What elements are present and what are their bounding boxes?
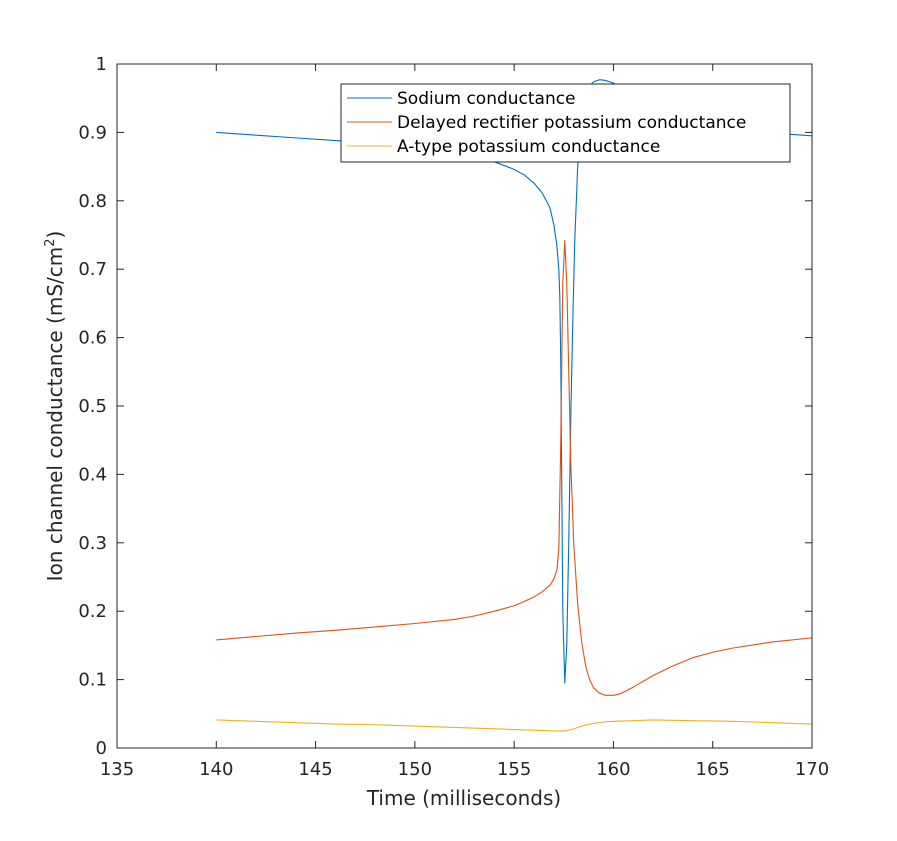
legend-label-delayed-rectifier: Delayed rectifier potassium conductance [397, 113, 746, 133]
x-axis-label: Time (milliseconds) [366, 786, 561, 810]
x-tick-label: 140 [199, 759, 233, 780]
y-tick-label: 0.3 [78, 533, 107, 554]
x-tick-label: 150 [398, 759, 432, 780]
y-tick-label: 1 [96, 54, 107, 75]
x-tick-label: 165 [696, 759, 730, 780]
y-axis-label: Ion channel conductance (mS/cm2) [43, 231, 67, 582]
y-tick-label: 0.4 [78, 464, 107, 485]
legend-label-a-type: A-type potassium conductance [397, 137, 660, 157]
a-type-potassium-line [216, 719, 812, 732]
y-tick-label: 0.8 [78, 191, 107, 212]
y-tick-label: 0.7 [78, 259, 107, 280]
x-tick-label: 170 [795, 759, 829, 780]
y-tick-label: 0.2 [78, 601, 107, 622]
x-tick-label: 135 [100, 759, 134, 780]
y-tick-label: 0.9 [78, 122, 107, 143]
y-tick-label: 0.5 [78, 396, 107, 417]
x-tick-label: 155 [497, 759, 531, 780]
legend: Sodium conductance Delayed rectifier pot… [340, 83, 791, 163]
x-tick-label: 160 [596, 759, 630, 780]
x-tick-label: 145 [298, 759, 332, 780]
y-axis-label-close: ) [43, 231, 67, 239]
y-tick-label: 0.1 [78, 670, 107, 691]
legend-box [340, 83, 791, 163]
y-axis-label-main: Ion channel conductance (mS/cm [43, 247, 67, 582]
y-tick-label: 0 [96, 738, 107, 759]
y-tick-label: 0.6 [78, 328, 107, 349]
y-axis-label-superscript: 2 [43, 238, 58, 246]
legend-label-sodium: Sodium conductance [397, 89, 576, 109]
plot-area [117, 64, 812, 748]
delayed-rectifier-potassium-line [216, 239, 812, 696]
ticks-layer: 135 140 145 150 155 160 165 170 0 0.1 0.2 0.3 0.4 0.5… [78, 54, 829, 780]
